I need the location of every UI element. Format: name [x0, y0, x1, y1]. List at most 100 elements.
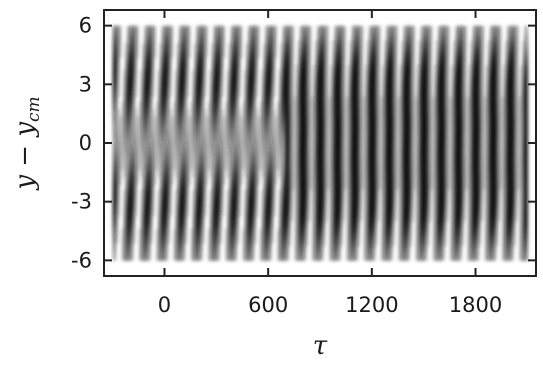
heatmap-cell: [129, 167, 133, 171]
heatmap-cell: [114, 54, 117, 59]
heatmap-cell: [126, 98, 129, 103]
heatmap-cell: [138, 143, 141, 147]
heatmap-cell: [123, 199, 126, 203]
heatmap-cell: [133, 47, 136, 51]
heatmap-cell: [112, 255, 115, 259]
heatmap-cell: [133, 218, 136, 222]
heatmap-cell: [129, 86, 133, 90]
heatmap-cell: [152, 108, 155, 112]
heatmap-cell: [114, 113, 117, 117]
heatmap-cell: [136, 145, 140, 149]
heatmap-cell: [133, 94, 136, 98]
heatmap-cell: [133, 64, 136, 68]
heatmap-cell: [124, 199, 128, 203]
heatmap-cell: [112, 211, 115, 215]
heatmap-cell: [129, 218, 133, 222]
heatmap-cell: [135, 94, 138, 98]
heatmap-cell: [128, 211, 131, 215]
heatmap-cell: [131, 118, 134, 122]
heatmap-cell: [135, 209, 138, 213]
heatmap-cell: [112, 130, 115, 134]
heatmap-cell: [121, 120, 124, 125]
heatmap-cell: [128, 218, 131, 222]
heatmap-cell: [116, 40, 119, 44]
heatmap-cell: [116, 209, 119, 213]
heatmap-cell: [116, 106, 119, 110]
heatmap-cell: [116, 196, 119, 200]
heatmap-cell: [133, 59, 136, 63]
heatmap-cell: [117, 138, 121, 142]
heatmap-cell: [135, 79, 138, 83]
heatmap-cell: [129, 62, 133, 66]
heatmap-cell: [136, 172, 140, 176]
heatmap-cell: [117, 128, 121, 132]
heatmap-cell: [112, 113, 115, 117]
heatmap-cell: [123, 189, 126, 193]
heatmap-cell: [140, 240, 143, 244]
heatmap-cell: [114, 221, 117, 225]
heatmap-cell: [133, 125, 136, 129]
heatmap-cell: [114, 194, 117, 198]
heatmap-cell: [112, 50, 115, 54]
heatmap-cell: [133, 172, 136, 176]
heatmap-cell: [116, 155, 119, 159]
heatmap-cell: [123, 130, 126, 134]
heatmap-cell: [128, 228, 131, 232]
heatmap-cell: [117, 42, 121, 46]
heatmap-cell: [123, 152, 126, 156]
heatmap-cell: [133, 69, 136, 73]
heatmap-cell: [135, 165, 138, 169]
heatmap-cell: [126, 67, 129, 71]
heatmap-cell: [112, 103, 115, 107]
heatmap-cell: [117, 213, 121, 217]
heatmap-cell: [117, 50, 121, 54]
heatmap-cell: [133, 140, 136, 144]
heatmap-cell: [117, 140, 121, 144]
heatmap-cell: [126, 143, 129, 147]
heatmap-cell: [133, 152, 136, 156]
heatmap-cell: [117, 30, 121, 34]
heatmap-cell: [129, 106, 133, 110]
heatmap-cell: [112, 133, 115, 137]
heatmap-cell: [126, 218, 129, 222]
heatmap-cell: [116, 96, 119, 100]
heatmap-cell: [131, 123, 134, 127]
heatmap-cell: [124, 103, 128, 107]
heatmap-cell: [126, 30, 129, 34]
heatmap-cell: [128, 81, 131, 85]
heatmap-cell: [116, 157, 119, 161]
heatmap-cell: [116, 69, 119, 73]
heatmap-cell: [128, 250, 131, 254]
heatmap-cell: [114, 201, 117, 205]
heatmap-cell: [124, 238, 128, 242]
heatmap-cell: [129, 179, 133, 183]
heatmap-cell: [114, 177, 117, 181]
heatmap-cell: [129, 67, 133, 71]
heatmap-cell: [133, 231, 136, 235]
heatmap-cell: [129, 204, 133, 208]
heatmap-cell: [114, 209, 117, 213]
heatmap-cell: [121, 143, 124, 147]
heatmap-cell: [135, 152, 138, 156]
heatmap-cell: [131, 138, 134, 142]
heatmap-cell: [121, 243, 124, 247]
heatmap-cell: [124, 138, 128, 142]
heatmap-cell: [124, 42, 128, 46]
heatmap-cell: [129, 196, 133, 200]
heatmap-cell: [133, 174, 136, 178]
heatmap-cell: [114, 52, 117, 56]
heatmap-cell: [124, 209, 128, 213]
heatmap-cell: [138, 133, 141, 137]
heatmap-cell: [121, 123, 124, 127]
heatmap-cell: [112, 138, 115, 142]
heatmap-cell: [135, 145, 138, 149]
heatmap-cell: [123, 201, 126, 205]
heatmap-cell: [126, 81, 129, 85]
heatmap-cell: [131, 243, 134, 247]
heatmap-cell: [129, 111, 133, 115]
heatmap-cell: [116, 174, 119, 178]
heatmap-cell: [129, 108, 133, 112]
heatmap-cell: [135, 52, 138, 56]
heatmap-cell: [136, 30, 140, 34]
heatmap-cell: [112, 94, 115, 98]
